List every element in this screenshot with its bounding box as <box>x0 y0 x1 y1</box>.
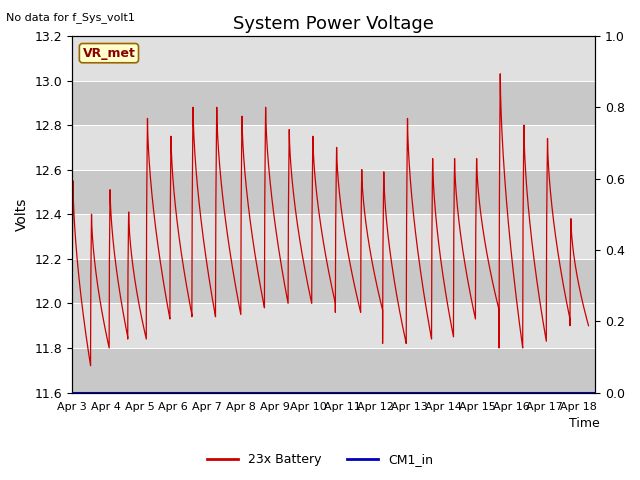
Bar <box>72 259 595 303</box>
Bar <box>72 214 595 259</box>
Legend: 23x Battery, CM1_in: 23x Battery, CM1_in <box>202 448 438 471</box>
Bar <box>72 303 595 348</box>
Bar <box>72 125 595 169</box>
X-axis label: Time: Time <box>570 418 600 431</box>
Text: VR_met: VR_met <box>83 47 136 60</box>
Bar <box>72 81 595 125</box>
Title: System Power Voltage: System Power Voltage <box>233 15 434 33</box>
Bar <box>72 169 595 214</box>
Bar <box>72 348 595 393</box>
Y-axis label: Volts: Volts <box>15 198 29 231</box>
Bar <box>72 36 595 81</box>
Text: No data for f_Sys_volt1: No data for f_Sys_volt1 <box>6 12 135 23</box>
